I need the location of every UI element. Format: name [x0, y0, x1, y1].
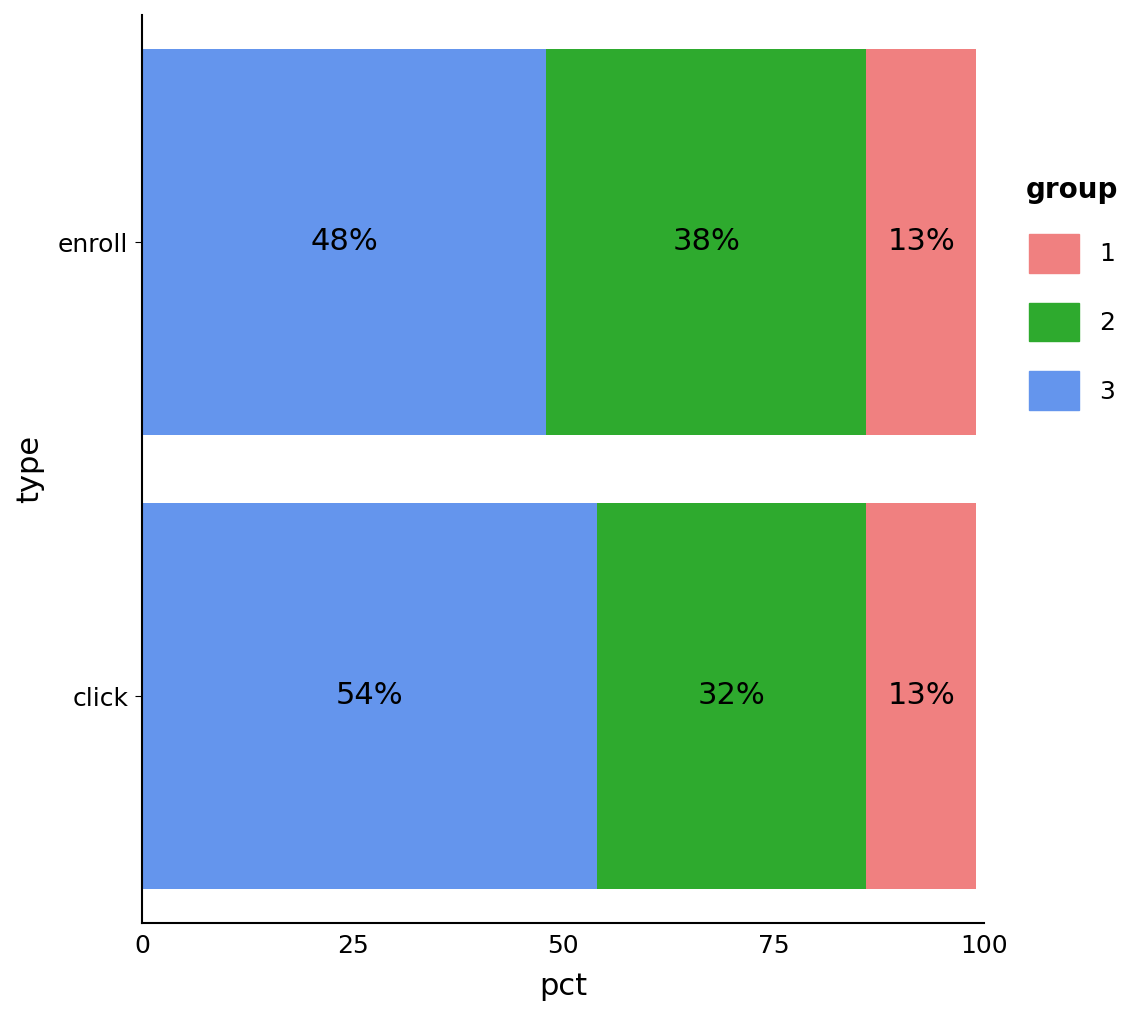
Bar — [866, 503, 976, 889]
X-axis label: pct: pct — [539, 972, 587, 1001]
Legend: 1, 2, 3: 1, 2, 3 — [1014, 164, 1131, 423]
Bar — [866, 49, 976, 435]
Text: 48%: 48% — [311, 228, 379, 256]
Y-axis label: type: type — [15, 435, 44, 503]
Bar — [546, 49, 866, 435]
Text: 54%: 54% — [336, 682, 404, 710]
Bar — [142, 49, 546, 435]
Text: 13%: 13% — [888, 228, 955, 256]
Bar — [596, 503, 866, 889]
Text: 38%: 38% — [672, 228, 740, 256]
Text: 13%: 13% — [888, 682, 955, 710]
Bar — [142, 503, 596, 889]
Text: 32%: 32% — [697, 682, 765, 710]
